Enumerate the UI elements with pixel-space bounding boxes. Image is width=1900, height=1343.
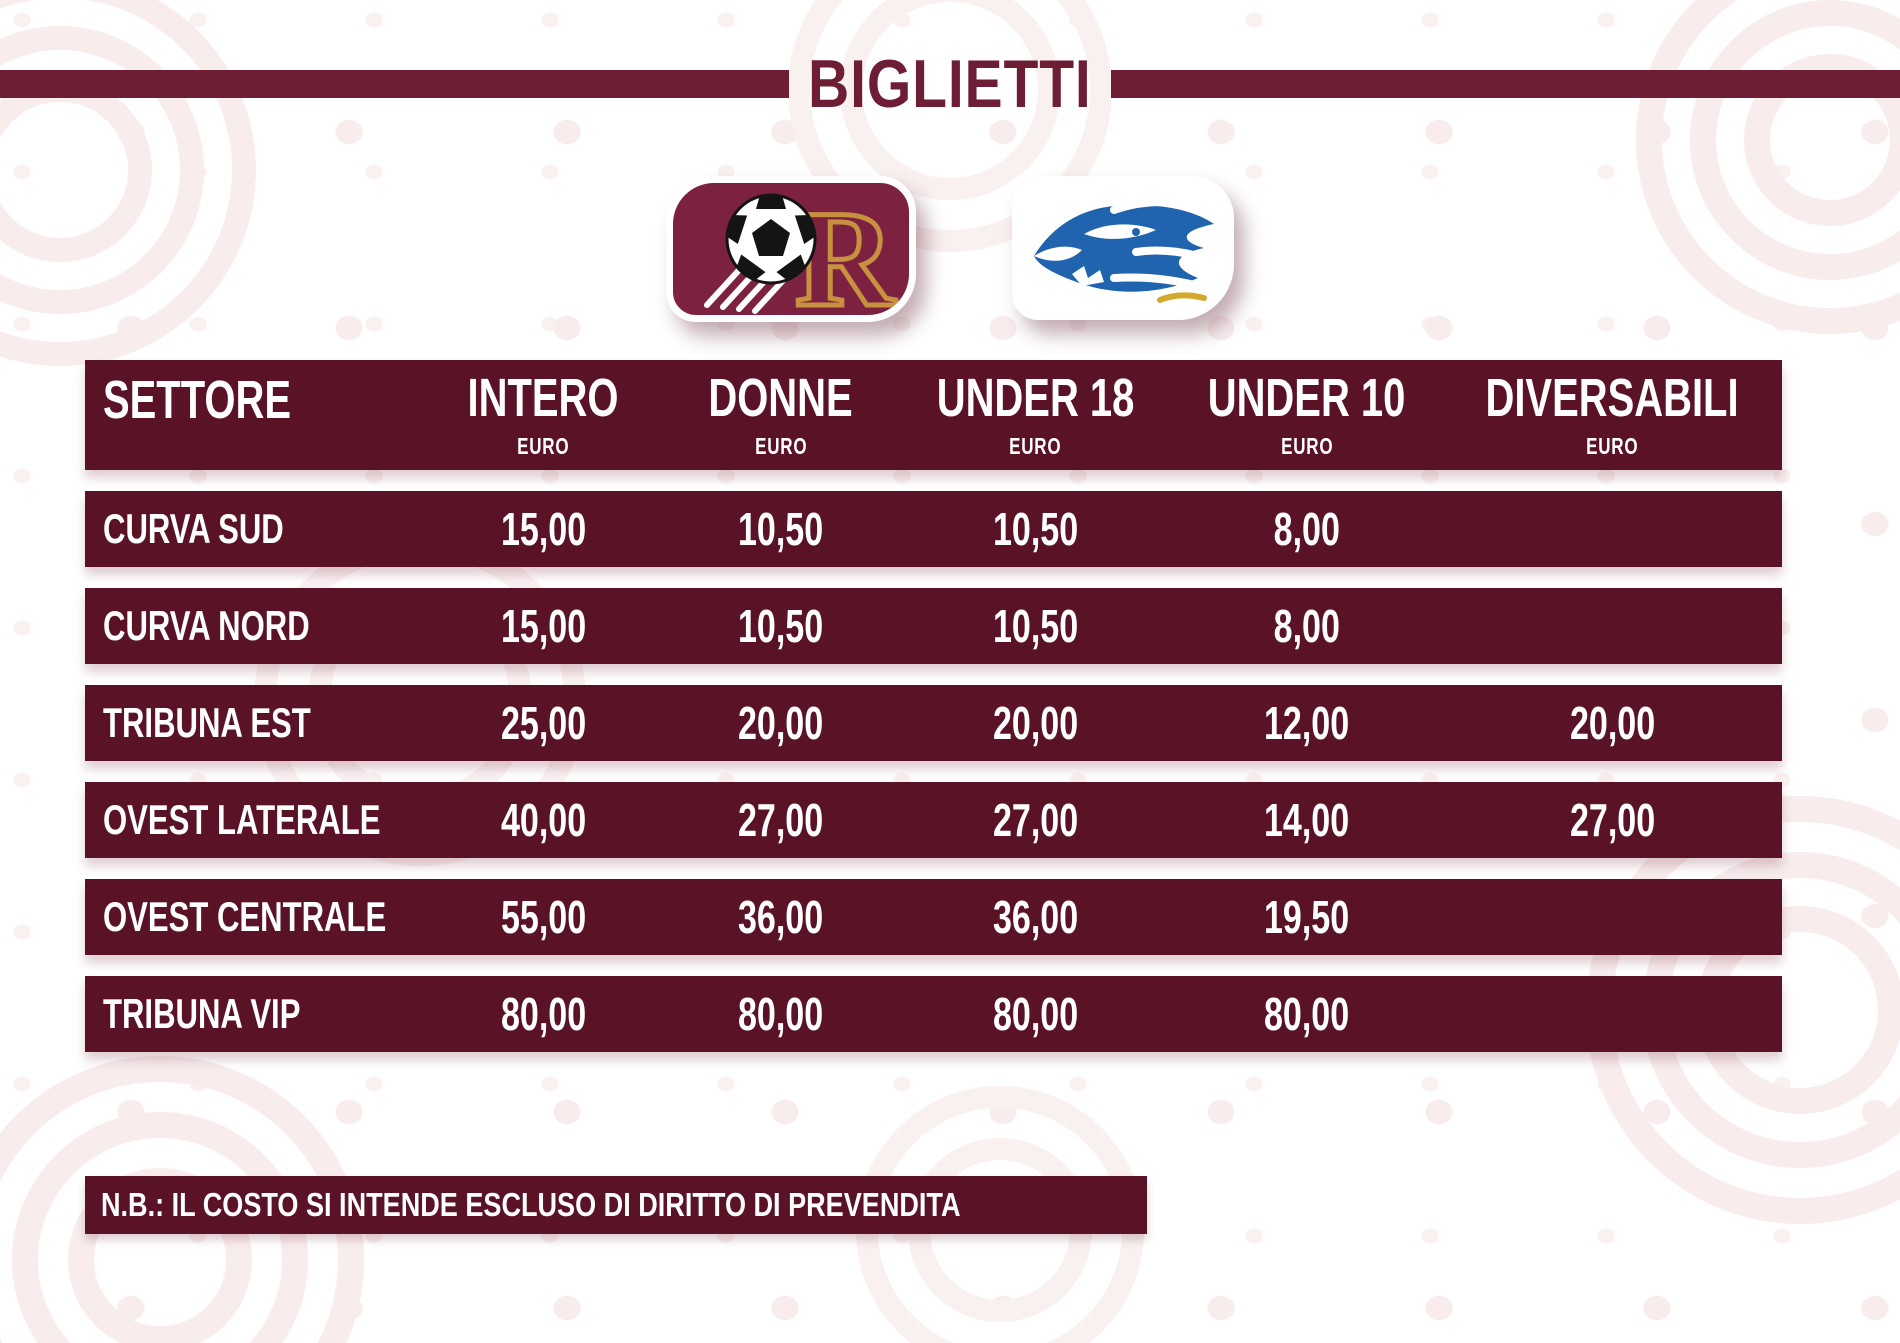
price-intero: 55,00 [500, 891, 586, 943]
price-donne: 10,50 [738, 503, 824, 555]
page-title: BIGLIETTI [808, 46, 1092, 122]
table-row-curva-sud: CURVA SUD 15,00 10,50 10,50 8,00 [85, 491, 1782, 567]
sector-name: OVEST LATERALE [103, 796, 381, 843]
title-band: BIGLIETTI [0, 40, 1900, 128]
price-intero: 15,00 [500, 600, 586, 652]
price-intero: 15,00 [500, 503, 586, 555]
header-under10-label: UNDER 10 [1208, 367, 1406, 428]
header-donne-sub: EURO [754, 432, 807, 459]
table-row-ovest-laterale: OVEST LATERALE 40,00 27,00 27,00 14,00 2… [85, 782, 1782, 858]
price-diversabili: 27,00 [1569, 794, 1655, 846]
price-donne: 10,50 [738, 600, 824, 652]
home-team-crest: R [666, 176, 916, 322]
price-under18: 27,00 [992, 794, 1078, 846]
price-under18: 20,00 [992, 697, 1078, 749]
sector-name: CURVA NORD [103, 602, 310, 649]
header-donne: DONNE EURO [662, 360, 900, 470]
price-donne: 20,00 [738, 697, 824, 749]
price-under10: 19,50 [1264, 891, 1350, 943]
price-under18: 10,50 [992, 600, 1078, 652]
soccer-ball-icon [725, 193, 817, 285]
price-table-header: SETTORE INTERO EURO DONNE EURO UNDER 18 … [85, 360, 1782, 470]
price-intero: 40,00 [500, 794, 586, 846]
header-donne-label: DONNE [708, 367, 853, 428]
header-intero: INTERO EURO [424, 360, 662, 470]
header-under18: UNDER 18 EURO [900, 360, 1172, 470]
price-under18: 10,50 [992, 503, 1078, 555]
price-under18: 36,00 [992, 891, 1078, 943]
price-diversabili [1443, 603, 1782, 649]
header-intero-sub: EURO [517, 432, 570, 459]
price-diversabili [1443, 991, 1782, 1037]
club-crests: R [0, 176, 1900, 322]
title-rule-left [0, 70, 790, 98]
header-diversabili: DIVERSABILI EURO [1443, 360, 1782, 470]
price-under10: 8,00 [1273, 600, 1340, 652]
sector-name: TRIBUNA VIP [103, 990, 301, 1037]
price-diversabili [1443, 506, 1782, 552]
sector-name: OVEST CENTRALE [103, 893, 387, 940]
price-donne: 80,00 [738, 988, 824, 1040]
price-under10: 12,00 [1264, 697, 1350, 749]
away-team-crest [1012, 176, 1234, 320]
header-diversabili-sub: EURO [1586, 432, 1639, 459]
blue-lion-icon [1034, 198, 1220, 303]
price-table: SETTORE INTERO EURO DONNE EURO UNDER 18 … [85, 360, 1782, 1052]
header-settore-label: SETTORE [103, 369, 292, 430]
header-under10: UNDER 10 EURO [1171, 360, 1443, 470]
header-under18-sub: EURO [1009, 432, 1062, 459]
price-under10: 8,00 [1273, 503, 1340, 555]
price-diversabili: 20,00 [1569, 697, 1655, 749]
header-diversabili-label: DIVERSABILI [1485, 367, 1739, 428]
price-donne: 36,00 [738, 891, 824, 943]
price-under10: 80,00 [1264, 988, 1350, 1040]
price-under10: 14,00 [1264, 794, 1350, 846]
header-under10-sub: EURO [1280, 432, 1333, 459]
title-rule-right [1110, 70, 1900, 98]
header-intero-label: INTERO [467, 367, 619, 428]
soccer-ball-and-R-icon: R [704, 183, 899, 315]
presale-note-text: N.B.: IL COSTO SI INTENDE ESCLUSO DI DIR… [101, 1186, 961, 1223]
price-diversabili [1443, 894, 1782, 940]
sector-name: CURVA SUD [103, 505, 284, 552]
sector-name: TRIBUNA EST [103, 699, 311, 746]
table-row-curva-nord: CURVA NORD 15,00 10,50 10,50 8,00 [85, 588, 1782, 664]
table-row-ovest-centrale: OVEST CENTRALE 55,00 36,00 36,00 19,50 [85, 879, 1782, 955]
price-donne: 27,00 [738, 794, 824, 846]
table-row-tribuna-vip: TRIBUNA VIP 80,00 80,00 80,00 80,00 [85, 976, 1782, 1052]
price-intero: 80,00 [500, 988, 586, 1040]
table-row-tribuna-est: TRIBUNA EST 25,00 20,00 20,00 12,00 20,0… [85, 685, 1782, 761]
presale-note-bar: N.B.: IL COSTO SI INTENDE ESCLUSO DI DIR… [85, 1176, 1147, 1234]
header-settore: SETTORE [85, 360, 424, 470]
header-under18-label: UNDER 18 [936, 367, 1135, 428]
price-under18: 80,00 [992, 988, 1078, 1040]
price-intero: 25,00 [500, 697, 586, 749]
